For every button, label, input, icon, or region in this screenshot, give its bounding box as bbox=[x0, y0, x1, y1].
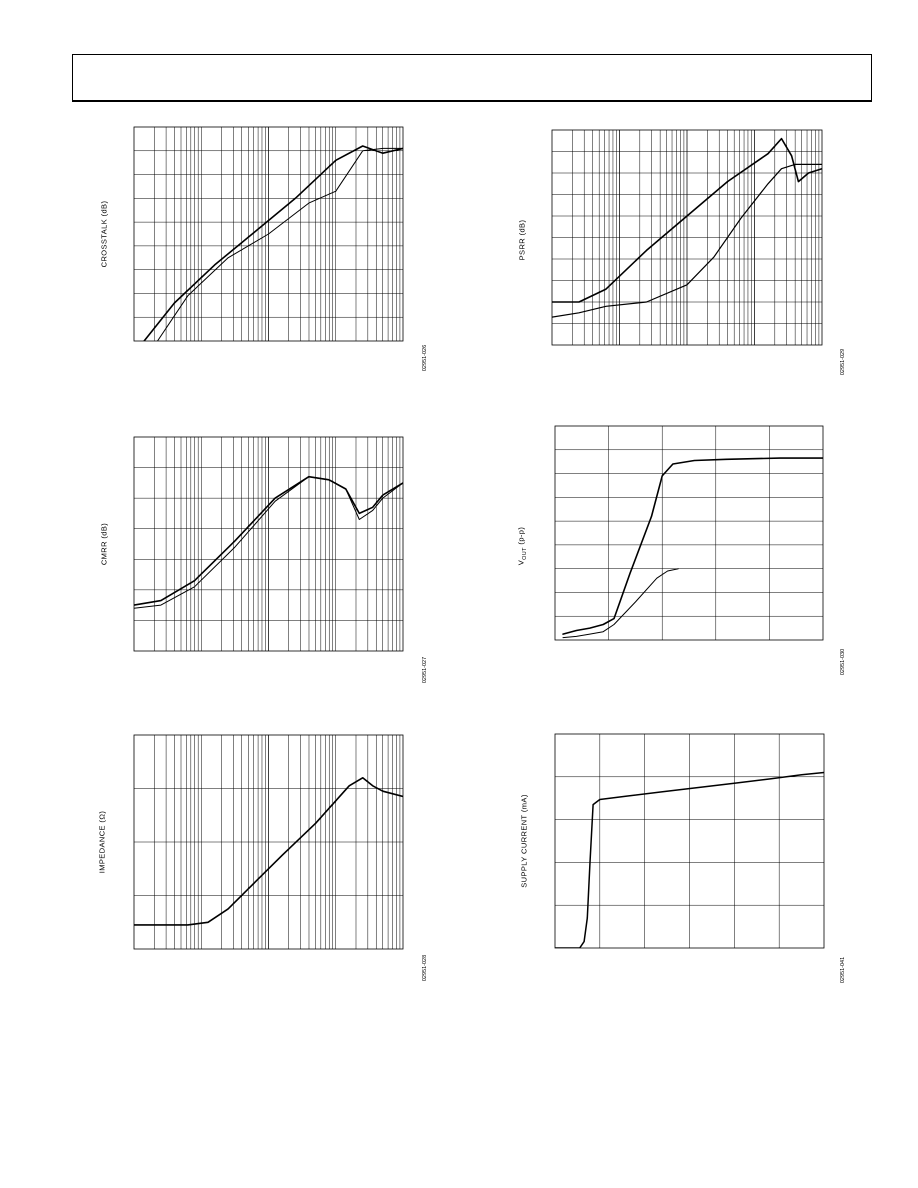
impedance-figure-code: 02951-028 bbox=[422, 954, 428, 982]
series-line-1 bbox=[143, 145, 403, 341]
psrr-chart bbox=[551, 129, 823, 346]
grid bbox=[552, 130, 822, 345]
plot-frame bbox=[551, 129, 823, 346]
impedance-chart bbox=[133, 734, 404, 950]
impedance-y-axis-label: IMPEDANCE (Ω) bbox=[97, 810, 107, 874]
supply-current-figure-code: 02951-041 bbox=[840, 956, 846, 984]
vout-figure-code: 02951-030 bbox=[840, 648, 846, 676]
grid bbox=[134, 437, 403, 651]
plot-frame bbox=[554, 425, 824, 641]
cmrr-chart bbox=[133, 436, 404, 652]
supply-current-y-axis-label: SUPPLY CURRENT (mA) bbox=[519, 794, 529, 888]
series-line-2 bbox=[562, 568, 679, 639]
grid bbox=[555, 426, 823, 640]
grid bbox=[134, 127, 403, 341]
page-header-box bbox=[72, 54, 872, 102]
series-line-1 bbox=[552, 137, 822, 303]
plot-frame bbox=[133, 126, 404, 342]
cmrr-figure-code: 02951-027 bbox=[422, 656, 428, 684]
vout-chart bbox=[554, 425, 824, 641]
series-line-2 bbox=[552, 163, 822, 318]
grid bbox=[555, 734, 824, 948]
crosstalk-figure-code: 02951-026 bbox=[422, 344, 428, 372]
series-line-1 bbox=[134, 777, 403, 926]
supply-current-chart bbox=[554, 733, 825, 949]
series-line-2 bbox=[157, 147, 403, 341]
series-line-1 bbox=[562, 457, 823, 635]
vout-y-axis-label: VOUT (p-p) bbox=[516, 526, 528, 566]
cmrr-y-axis-label: CMRR (dB) bbox=[99, 522, 109, 566]
crosstalk-y-axis-label: CROSSTALK (dB) bbox=[99, 200, 109, 268]
psrr-figure-code: 02951-029 bbox=[840, 348, 846, 376]
grid bbox=[134, 735, 403, 949]
crosstalk-chart bbox=[133, 126, 404, 342]
plot-frame bbox=[554, 733, 825, 949]
plot-frame bbox=[133, 734, 404, 950]
psrr-y-axis-label: PSRR (dB) bbox=[517, 219, 527, 261]
plot-frame bbox=[133, 436, 404, 652]
series-line-2 bbox=[134, 476, 403, 609]
series-line-1 bbox=[555, 771, 824, 948]
